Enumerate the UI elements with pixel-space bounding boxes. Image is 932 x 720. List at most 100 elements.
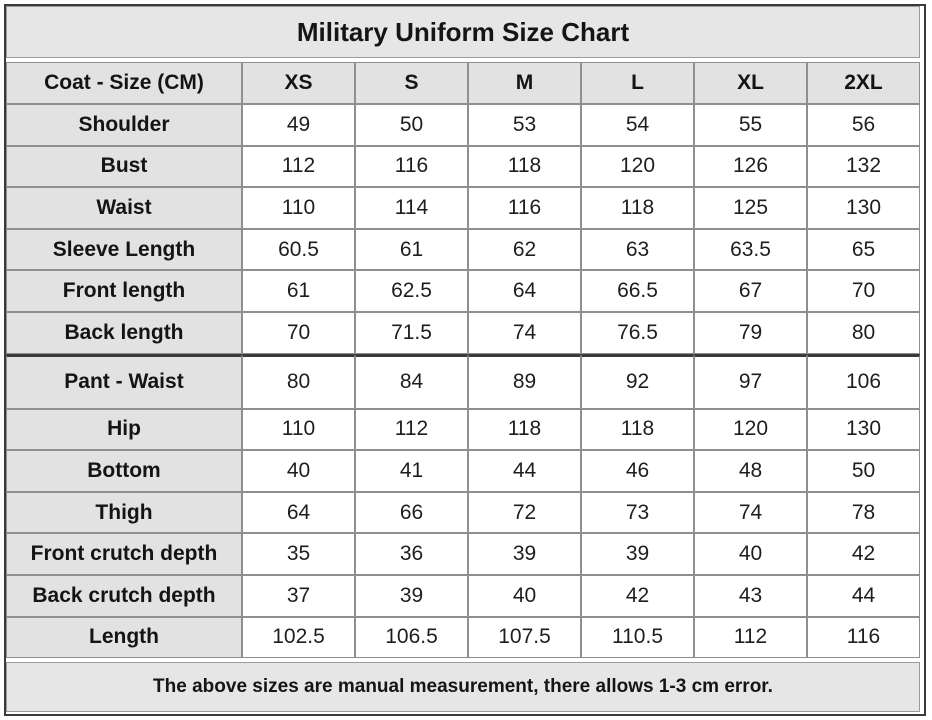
table-row: Thigh 64 66 72 73 74 78	[6, 491, 920, 534]
table-cell: 35	[242, 533, 355, 575]
row-label: Back length	[6, 311, 242, 354]
table-cell: 41	[355, 450, 468, 492]
table-cell: 60.5	[242, 228, 355, 271]
table-cell: 40	[468, 574, 581, 617]
table-cell: 55	[694, 104, 807, 146]
table-cell: 106.5	[355, 616, 468, 659]
table-cell: 56	[807, 104, 920, 146]
table-cell: 84	[355, 353, 468, 409]
table-cell: 66	[355, 491, 468, 534]
size-header-m: M	[468, 62, 581, 104]
table-cell: 116	[807, 616, 920, 659]
table-cell: 70	[807, 270, 920, 312]
table-cell: 39	[355, 574, 468, 617]
size-header-xs: XS	[242, 62, 355, 104]
table-cell: 80	[242, 353, 355, 409]
size-header-2xl: 2XL	[807, 62, 920, 104]
corner-label: Coat - Size (CM)	[6, 62, 242, 104]
table-cell: 120	[581, 145, 694, 188]
table-cell: 48	[694, 450, 807, 492]
table-cell: 118	[468, 408, 581, 451]
table-row: Bottom 40 41 44 46 48 50	[6, 450, 920, 492]
table-cell: 63	[581, 228, 694, 271]
table-cell: 49	[242, 104, 355, 146]
table-row: Sleeve Length 60.5 61 62 63 63.5 65	[6, 228, 920, 271]
table-cell: 107.5	[468, 616, 581, 659]
row-label: Pant - Waist	[6, 353, 242, 409]
chart-title: Military Uniform Size Chart	[6, 6, 920, 58]
table-cell: 44	[468, 450, 581, 492]
table-cell: 80	[807, 311, 920, 354]
row-label: Hip	[6, 408, 242, 451]
table-cell: 110.5	[581, 616, 694, 659]
table-cell: 67	[694, 270, 807, 312]
table-cell: 120	[694, 408, 807, 451]
table-row: Back length 70 71.5 74 76.5 79 80	[6, 311, 920, 354]
size-table-body: Coat - Size (CM) XS S M L XL 2XL Shoulde…	[6, 62, 920, 659]
table-row: Bust 112 116 118 120 126 132	[6, 145, 920, 188]
row-label: Front crutch depth	[6, 533, 242, 575]
table-cell: 39	[468, 533, 581, 575]
table-cell: 130	[807, 408, 920, 451]
table-cell: 72	[468, 491, 581, 534]
row-label: Length	[6, 616, 242, 659]
row-label: Shoulder	[6, 104, 242, 146]
table-cell: 44	[807, 574, 920, 617]
table-cell: 73	[581, 491, 694, 534]
table-cell: 106	[807, 353, 920, 409]
table-cell: 54	[581, 104, 694, 146]
table-cell: 66.5	[581, 270, 694, 312]
table-cell: 50	[807, 450, 920, 492]
table-cell: 61	[242, 270, 355, 312]
table-cell: 42	[581, 574, 694, 617]
table-cell: 63.5	[694, 228, 807, 271]
table-cell: 132	[807, 145, 920, 188]
table-cell: 116	[468, 187, 581, 229]
table-cell: 40	[694, 533, 807, 575]
table-cell: 62	[468, 228, 581, 271]
table-cell: 125	[694, 187, 807, 229]
table-cell: 114	[355, 187, 468, 229]
table-row: Waist 110 114 116 118 125 130	[6, 187, 920, 229]
row-label: Waist	[6, 187, 242, 229]
table-cell: 71.5	[355, 311, 468, 354]
table-cell: 92	[581, 353, 694, 409]
table-cell: 65	[807, 228, 920, 271]
table-row: Length 102.5 106.5 107.5 110.5 112 116	[6, 616, 920, 659]
table-cell: 89	[468, 353, 581, 409]
table-cell: 64	[468, 270, 581, 312]
table-cell: 112	[694, 616, 807, 659]
table-cell: 61	[355, 228, 468, 271]
table-cell: 110	[242, 187, 355, 229]
row-label: Back crutch depth	[6, 574, 242, 617]
table-row: Pant - Waist 80 84 89 92 97 106	[6, 353, 920, 409]
table-cell: 50	[355, 104, 468, 146]
table-cell: 126	[694, 145, 807, 188]
table-cell: 112	[355, 408, 468, 451]
table-row: Shoulder 49 50 53 54 55 56	[6, 104, 920, 146]
table-row: Hip 110 112 118 118 120 130	[6, 408, 920, 451]
row-label: Front length	[6, 270, 242, 312]
row-label: Bust	[6, 145, 242, 188]
table-cell: 130	[807, 187, 920, 229]
table-cell: 39	[581, 533, 694, 575]
table-cell: 110	[242, 408, 355, 451]
table-cell: 97	[694, 353, 807, 409]
footer-note: The above sizes are manual measurement, …	[6, 662, 920, 712]
table-cell: 118	[468, 145, 581, 188]
header-row: Coat - Size (CM) XS S M L XL 2XL	[6, 62, 920, 104]
table-cell: 42	[807, 533, 920, 575]
table-cell: 53	[468, 104, 581, 146]
row-label: Thigh	[6, 491, 242, 534]
table-cell: 62.5	[355, 270, 468, 312]
table-cell: 43	[694, 574, 807, 617]
size-header-l: L	[581, 62, 694, 104]
table-cell: 118	[581, 408, 694, 451]
table-cell: 40	[242, 450, 355, 492]
table-cell: 116	[355, 145, 468, 188]
table-cell: 74	[694, 491, 807, 534]
table-cell: 37	[242, 574, 355, 617]
table-cell: 46	[581, 450, 694, 492]
table-row: Front crutch depth 35 36 39 39 40 42	[6, 533, 920, 575]
size-header-xl: XL	[694, 62, 807, 104]
